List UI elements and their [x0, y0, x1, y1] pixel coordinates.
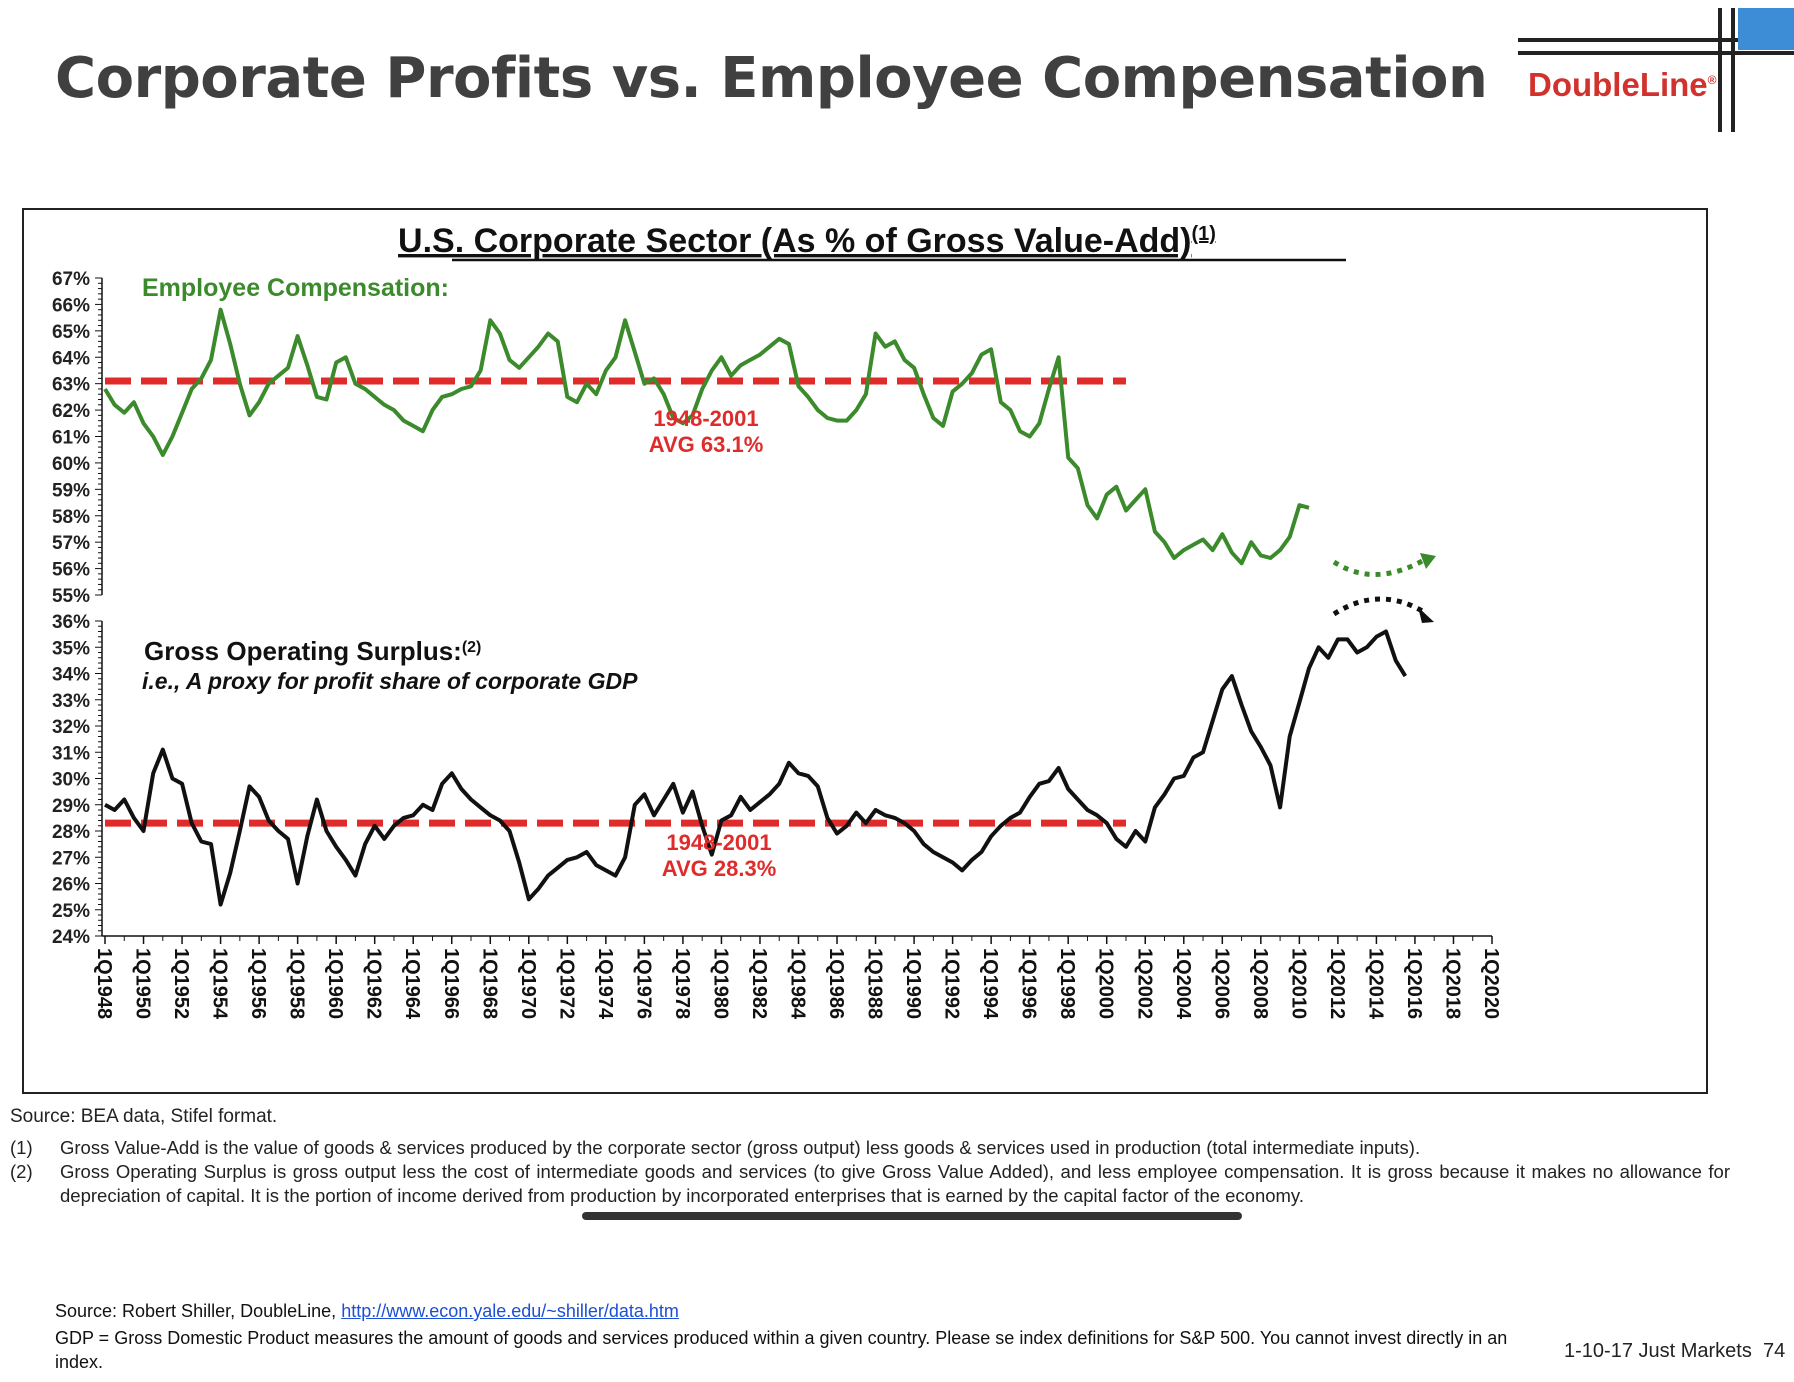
x-tick-label: 1Q1960	[324, 948, 346, 1019]
x-tick-label: 1Q1990	[902, 948, 924, 1019]
y-tick-label: 24%	[52, 927, 90, 948]
y-tick-label: 27%	[52, 848, 90, 869]
y-tick-label: 55%	[52, 586, 90, 607]
x-tick-label: 1Q1956	[247, 948, 269, 1019]
page-number: 74	[1762, 1340, 1786, 1362]
compensation-arrowhead-icon	[1420, 553, 1436, 569]
y-tick-label: 30%	[52, 770, 90, 791]
series-line-employee_compensation	[103, 307, 1310, 566]
y-tick-label: 25%	[52, 901, 90, 922]
x-tick-label: 1Q1950	[132, 948, 154, 1019]
footnote-number: (1)	[10, 1137, 33, 1158]
x-tick-label: 1Q2008	[1249, 948, 1271, 1019]
x-tick-label: 1Q1966	[440, 948, 462, 1019]
y-tick-label: 63%	[52, 375, 90, 396]
horizontal-scrollbar[interactable]	[582, 1212, 1242, 1220]
y-tick-label: 59%	[52, 480, 90, 501]
footnote-text: Gross Operating Surplus is gross output …	[60, 1161, 1730, 1206]
y-tick-label: 56%	[52, 560, 90, 581]
x-tick-label: 1Q2014	[1364, 948, 1386, 1020]
surplus-arrowhead-icon	[1418, 607, 1434, 623]
y-tick-label: 35%	[52, 638, 90, 659]
x-tick-label: 1Q1978	[671, 948, 693, 1019]
x-tick-label: 1Q1986	[825, 948, 847, 1019]
x-tick-label: 1Q2006	[1210, 948, 1232, 1019]
x-tick-label: 1Q2016	[1403, 948, 1425, 1019]
surplus-label: Gross Operating Surplus:(2)	[144, 636, 481, 666]
chart-svg: U.S. Corporate Sector (As % of Gross Val…	[52, 222, 1502, 1020]
series-line-gross_operating_surplus	[104, 629, 1408, 907]
y-tick-label: 34%	[52, 665, 90, 686]
x-tick-label: 1Q1974	[594, 948, 616, 1020]
chart-title: U.S. Corporate Sector (As % of Gross Val…	[398, 222, 1216, 260]
chart-frame: U.S. Corporate Sector (As % of Gross Val…	[22, 208, 1708, 1094]
compensation-trend-arrow	[1332, 557, 1426, 577]
x-tick-label: 1Q1976	[632, 948, 654, 1019]
x-tick-label: 1Q1948	[93, 948, 115, 1019]
x-tick-label: 1Q1958	[286, 948, 308, 1019]
y-tick-label: 32%	[52, 717, 90, 738]
y-tick-label: 65%	[52, 322, 90, 343]
compensation-label: Employee Compensation:	[142, 274, 449, 302]
y-tick-label: 60%	[52, 454, 90, 475]
x-tick-label: 1Q1952	[170, 948, 192, 1019]
y-tick-label: 58%	[52, 507, 90, 528]
x-tick-label: 1Q2020	[1480, 948, 1502, 1019]
surplus-trend-arrow	[1332, 596, 1426, 617]
footer-gdp-note: GDP = Gross Domestic Product measures th…	[55, 1328, 1508, 1372]
y-tick-label: 29%	[52, 796, 90, 817]
footnote-text: Gross Value-Add is the value of goods & …	[60, 1137, 1421, 1158]
page-title: Corporate Profits vs. Employee Compensat…	[55, 46, 1488, 111]
y-tick-label: 33%	[52, 691, 90, 712]
x-tick-label: 1Q1980	[709, 948, 731, 1019]
x-tick-label: 1Q1970	[517, 948, 539, 1019]
x-tick-label: 1Q1988	[864, 948, 886, 1019]
surplus-sublabel: i.e., A proxy for profit share of corpor…	[142, 668, 638, 694]
x-tick-label: 1Q1962	[363, 948, 385, 1019]
logo-wordmark: DoubleLine®	[1528, 66, 1717, 103]
shiller-data-link[interactable]: http://www.econ.yale.edu/~shiller/data.h…	[341, 1301, 679, 1321]
x-tick-label: 1Q1982	[748, 948, 770, 1019]
x-tick-label: 1Q2002	[1133, 948, 1155, 1019]
average-label-value: AVG 63.1%	[649, 432, 764, 457]
x-tick-label: 1Q1992	[941, 948, 963, 1019]
logo-lines-icon	[1518, 8, 1794, 132]
x-tick-label: 1Q2012	[1326, 948, 1348, 1019]
y-tick-label: 61%	[52, 428, 90, 449]
page-reference: 1-10-17 Just Markets 74	[1564, 1340, 1786, 1362]
y-tick-label: 26%	[52, 875, 90, 896]
x-tick-label: 1Q2010	[1287, 948, 1309, 1019]
average-label-value: AVG 28.3%	[662, 856, 777, 881]
y-tick-label: 57%	[52, 533, 90, 554]
footnote-number: (2)	[10, 1161, 33, 1182]
x-tick-label: 1Q1964	[401, 948, 423, 1020]
x-tick-label: 1Q1984	[787, 948, 809, 1020]
x-tick-label: 1Q1954	[209, 948, 231, 1020]
y-tick-label: 36%	[52, 612, 90, 633]
chart-source: Source: BEA data, Stifel format.	[10, 1106, 278, 1127]
x-tick-label: 1Q1972	[555, 948, 577, 1019]
y-tick-label: 31%	[52, 743, 90, 764]
y-tick-label: 67%	[52, 269, 90, 290]
average-label-period: 1948-2001	[666, 830, 771, 855]
x-tick-label: 1Q1996	[1018, 948, 1040, 1019]
doubleline-logo: DoubleLine®	[1510, 0, 1794, 135]
y-tick-label: 66%	[52, 295, 90, 316]
y-tick-label: 62%	[52, 401, 90, 422]
y-tick-label: 64%	[52, 348, 90, 369]
y-tick-label: 28%	[52, 822, 90, 843]
x-tick-label: 1Q1968	[478, 948, 500, 1019]
x-tick-label: 1Q2004	[1172, 948, 1194, 1020]
x-tick-label: 1Q2018	[1441, 948, 1463, 1019]
x-tick-label: 1Q1994	[979, 948, 1001, 1020]
x-tick-label: 1Q2000	[1095, 948, 1117, 1019]
footer-source: Source: Robert Shiller, DoubleLine, http…	[55, 1301, 679, 1321]
average-label-period: 1948-2001	[653, 406, 758, 431]
x-tick-label: 1Q1998	[1056, 948, 1078, 1019]
